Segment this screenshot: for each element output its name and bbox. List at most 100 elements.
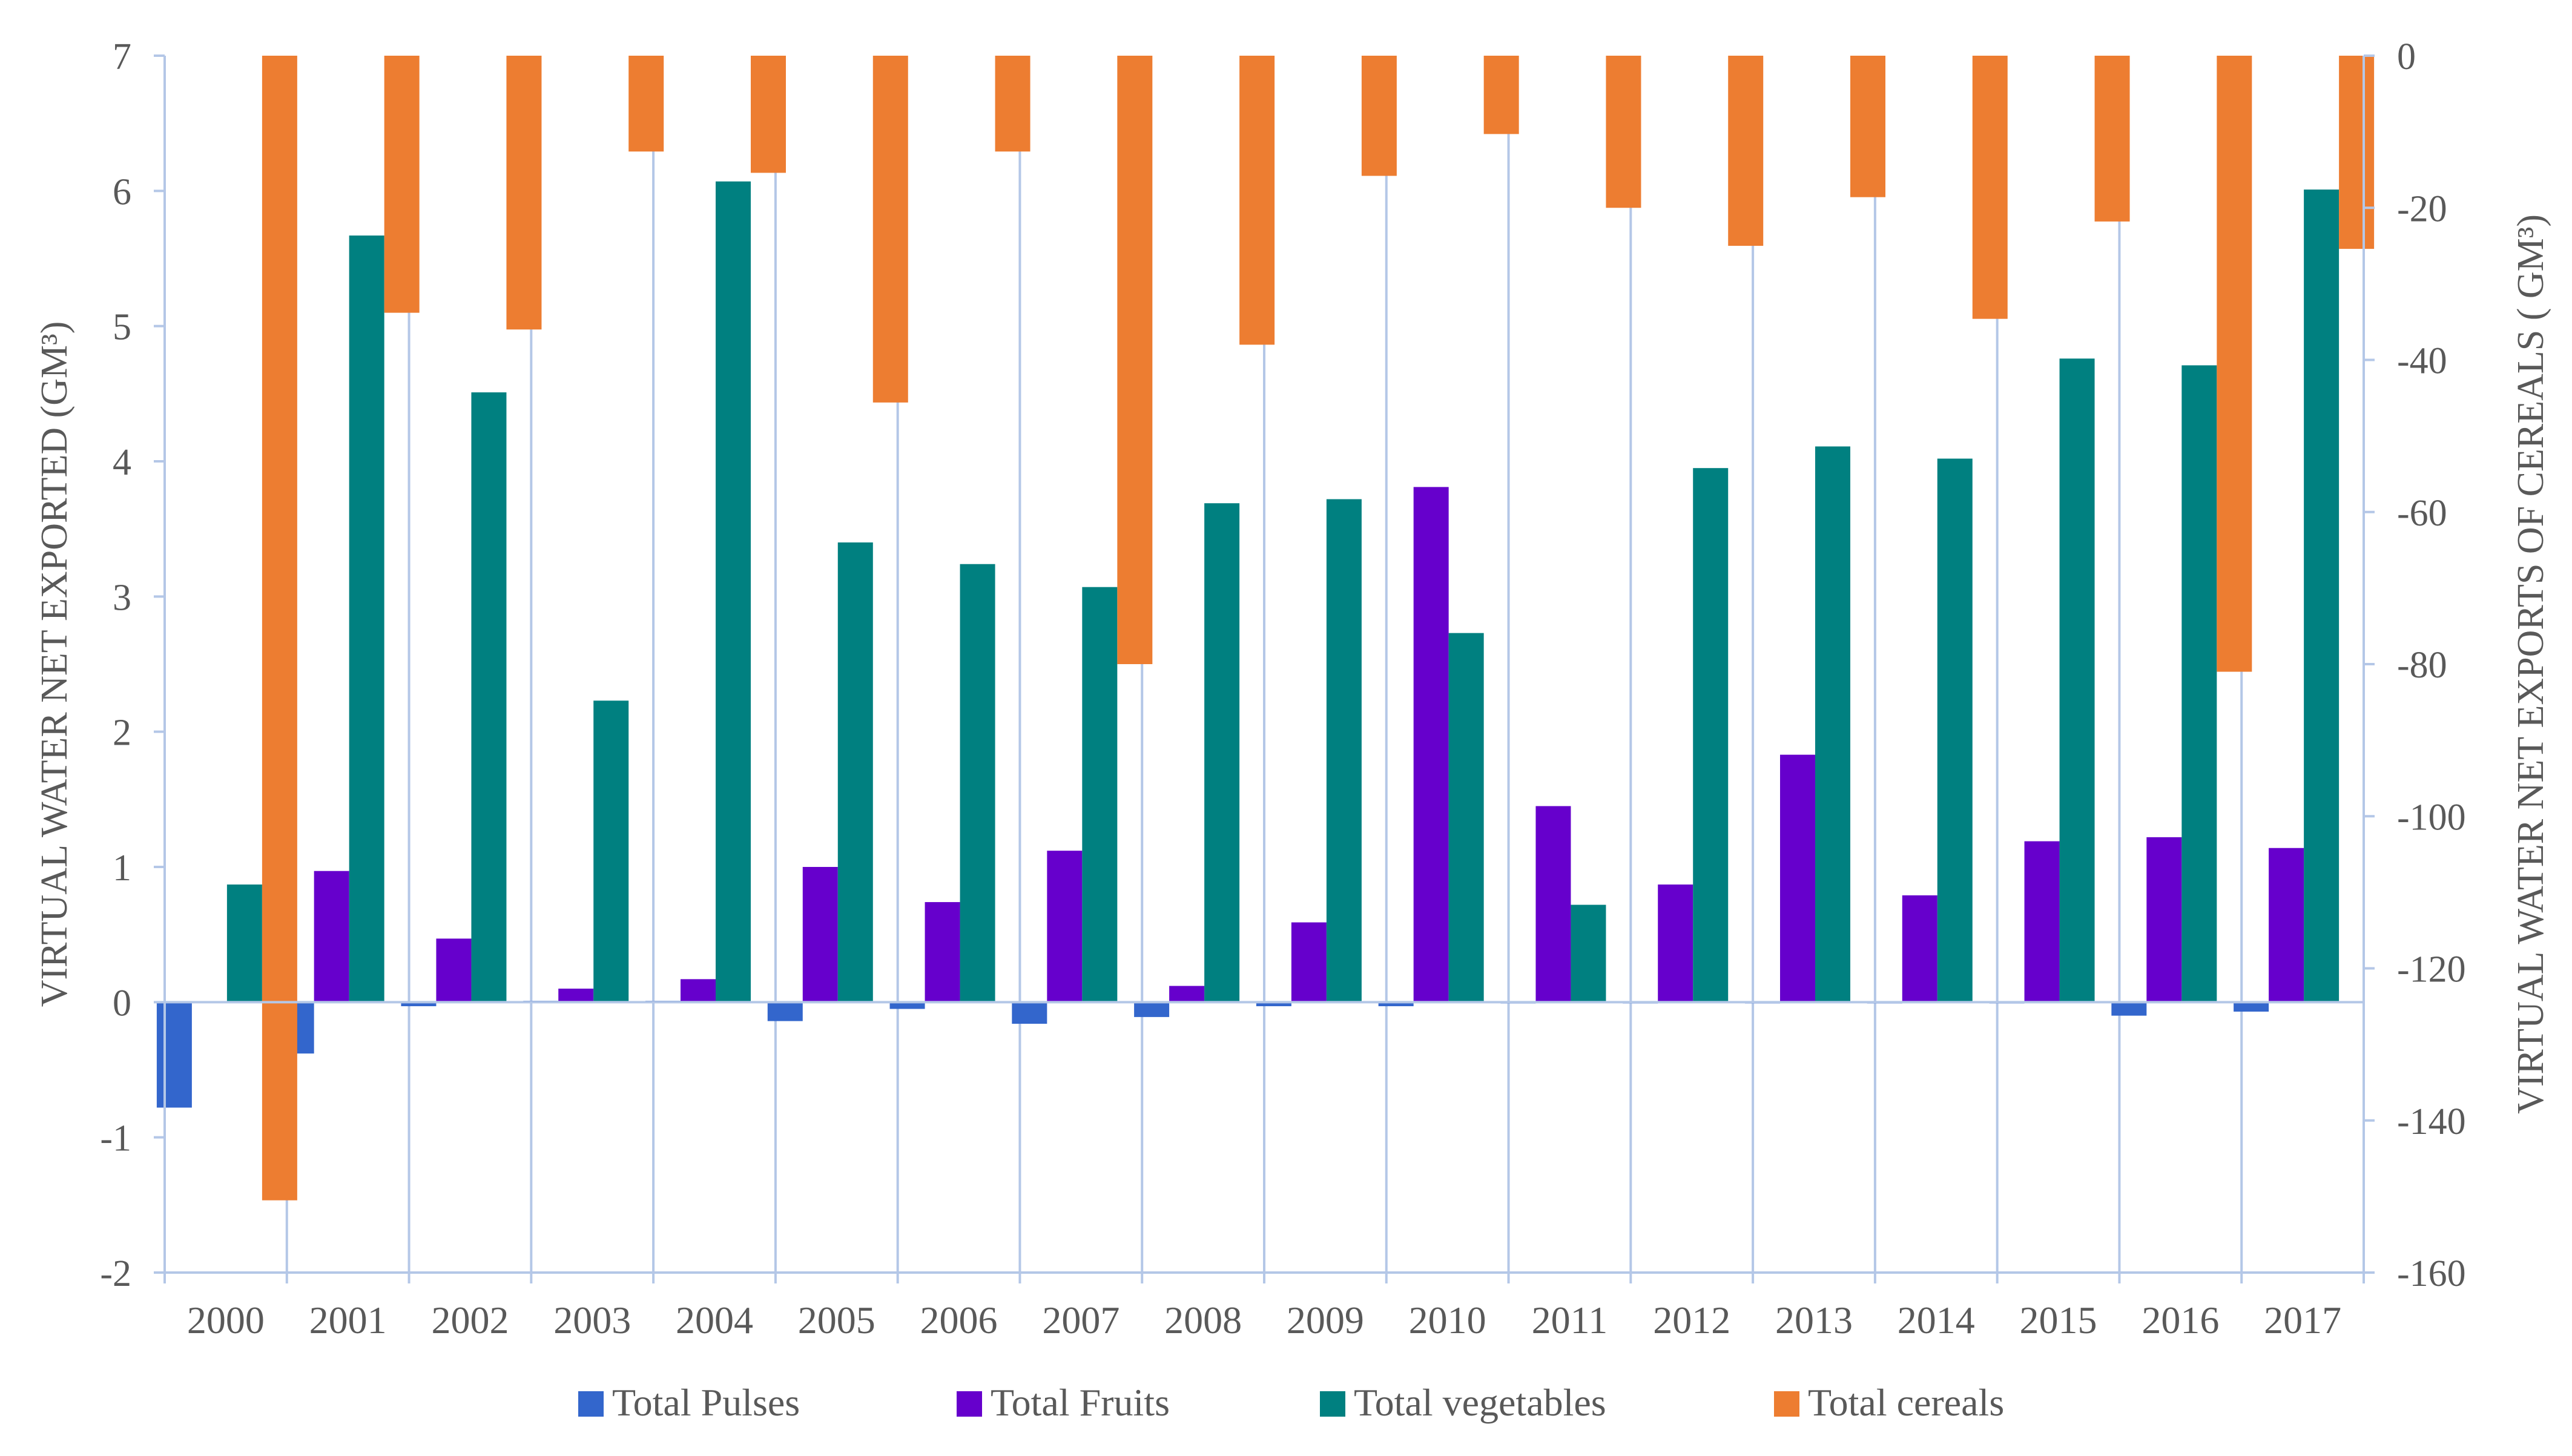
x-tick-label: 2017 (2264, 1299, 2341, 1342)
right-tick-label: -100 (2397, 797, 2466, 838)
right-tick-label: -40 (2397, 341, 2447, 382)
x-tick-label: 2005 (798, 1299, 875, 1342)
right-tick-label: -120 (2397, 949, 2466, 990)
bar-total-cereals-2012 (1728, 56, 1763, 246)
x-tick-label: 2007 (1042, 1299, 1119, 1342)
left-tick-label: 0 (113, 983, 131, 1024)
bar-total-fruits-2017 (2269, 848, 2304, 1003)
bar-total-cereals-2016 (2217, 56, 2252, 672)
x-tick-label: 2011 (1532, 1299, 1608, 1342)
legend-swatch-total-pulses (578, 1391, 604, 1417)
bar-total-cereals-2005 (873, 56, 908, 403)
x-tick-label: 2004 (676, 1299, 753, 1342)
bar-total-fruits-2011 (1535, 806, 1571, 1003)
right-tick-label: -20 (2397, 188, 2447, 229)
left-axis-title: VIRTUAL WATER NET EXPORTED (GM³) (34, 321, 75, 1007)
bar-total-cereals-2004 (751, 56, 786, 173)
right-tick-label: -80 (2397, 645, 2447, 686)
bar-total-fruits-2007 (1047, 851, 1082, 1002)
bar-total-vegetables-2013 (1815, 446, 1850, 1002)
bar-total-fruits-2009 (1291, 923, 1327, 1003)
bar-total-vegetables-2015 (2060, 358, 2095, 1002)
bar-total-fruits-2010 (1414, 487, 1449, 1002)
bar-total-cereals-2000 (262, 56, 297, 1201)
x-tick-label: 2006 (920, 1299, 998, 1342)
x-tick-label: 2008 (1164, 1299, 1242, 1342)
bar-total-vegetables-2003 (593, 700, 628, 1002)
left-tick-label: 7 (113, 36, 131, 77)
right-tick-label: -140 (2397, 1101, 2466, 1142)
bar-total-fruits-2016 (2146, 837, 2181, 1002)
bar-total-vegetables-2012 (1693, 468, 1728, 1002)
bar-total-pulses-2007 (1012, 1002, 1047, 1024)
x-tick-label: 2015 (2020, 1299, 2097, 1342)
x-tick-label: 2013 (1775, 1299, 1853, 1342)
bar-total-pulses-2008 (1134, 1002, 1169, 1017)
right-axis-title: VIRTUAL WATER NET EXPORTS OF CEREALS ( G… (2510, 214, 2551, 1114)
bar-total-cereals-2010 (1484, 56, 1519, 134)
left-tick-label: 3 (113, 577, 131, 618)
bar-total-vegetables-2009 (1327, 499, 1362, 1003)
bar-total-fruits-2014 (1902, 895, 1937, 1002)
bar-total-cereals-2009 (1362, 56, 1397, 176)
legend-label-total-fruits: Total Fruits (991, 1381, 1170, 1424)
bar-total-cereals-2007 (1117, 56, 1152, 664)
left-tick-label: 5 (113, 307, 131, 348)
bar-total-cereals-2002 (506, 56, 541, 329)
bar-total-cereals-2008 (1239, 56, 1274, 344)
bar-total-cereals-2013 (1850, 56, 1885, 197)
left-tick-label: 6 (113, 171, 131, 212)
legend-label-total-vegetables: Total vegetables (1354, 1381, 1606, 1424)
bar-total-fruits-2015 (2025, 842, 2060, 1003)
bar-total-fruits-2002 (436, 938, 471, 1002)
bar-total-cereals-2011 (1606, 56, 1641, 208)
right-tick-label: -60 (2397, 493, 2447, 534)
bar-total-pulses-2000 (157, 1002, 192, 1107)
bar-total-fruits-2005 (803, 867, 838, 1002)
x-tick-label: 2001 (309, 1299, 387, 1342)
bar-total-fruits-2006 (925, 902, 960, 1002)
left-tick-label: 4 (113, 442, 131, 483)
bar-total-fruits-2003 (558, 989, 593, 1002)
bar-total-vegetables-2010 (1449, 633, 1484, 1003)
bar-total-fruits-2008 (1169, 986, 1204, 1003)
x-tick-label: 2003 (553, 1299, 631, 1342)
bar-total-vegetables-2016 (2181, 365, 2217, 1002)
bar-total-vegetables-2002 (471, 392, 506, 1002)
bar-total-pulses-2005 (768, 1002, 803, 1021)
x-tick-label: 2014 (1898, 1299, 1975, 1342)
bar-total-cereals-2003 (628, 56, 664, 151)
legend-swatch-total-cereals (1774, 1391, 1799, 1417)
x-tick-label: 2000 (187, 1299, 265, 1342)
bar-total-cereals-2017 (2339, 56, 2374, 249)
left-tick-label: -1 (100, 1118, 131, 1159)
right-tick-label: 0 (2397, 36, 2416, 77)
bar-total-cereals-2014 (1973, 56, 2008, 319)
left-tick-label: 2 (113, 713, 131, 754)
bar-total-pulses-2016 (2111, 1002, 2146, 1015)
bar-total-cereals-2006 (995, 56, 1030, 151)
x-tick-label: 2016 (2142, 1299, 2219, 1342)
left-tick-label: -2 (100, 1253, 131, 1294)
bar-total-cereals-2015 (2095, 56, 2130, 222)
bar-total-vegetables-2006 (960, 564, 995, 1003)
legend-swatch-total-vegetables (1320, 1391, 1345, 1417)
bar-total-vegetables-2017 (2304, 189, 2339, 1002)
bar-total-vegetables-2011 (1571, 905, 1606, 1003)
left-tick-label: 1 (113, 848, 131, 889)
right-tick-label: -160 (2397, 1253, 2466, 1294)
bar-total-fruits-2013 (1780, 755, 1815, 1003)
bar-total-vegetables-2014 (1937, 459, 1973, 1003)
bar-total-vegetables-2007 (1082, 587, 1117, 1003)
bar-total-vegetables-2005 (838, 542, 873, 1002)
bar-total-cereals-2001 (384, 56, 420, 313)
bar-total-fruits-2004 (681, 979, 716, 1002)
bar-total-fruits-2001 (314, 871, 349, 1003)
bar-total-pulses-2017 (2234, 1002, 2269, 1012)
legend-label-total-cereals: Total cereals (1808, 1381, 2004, 1424)
bar-total-fruits-2012 (1658, 884, 1693, 1002)
bar-total-vegetables-2004 (716, 182, 751, 1003)
